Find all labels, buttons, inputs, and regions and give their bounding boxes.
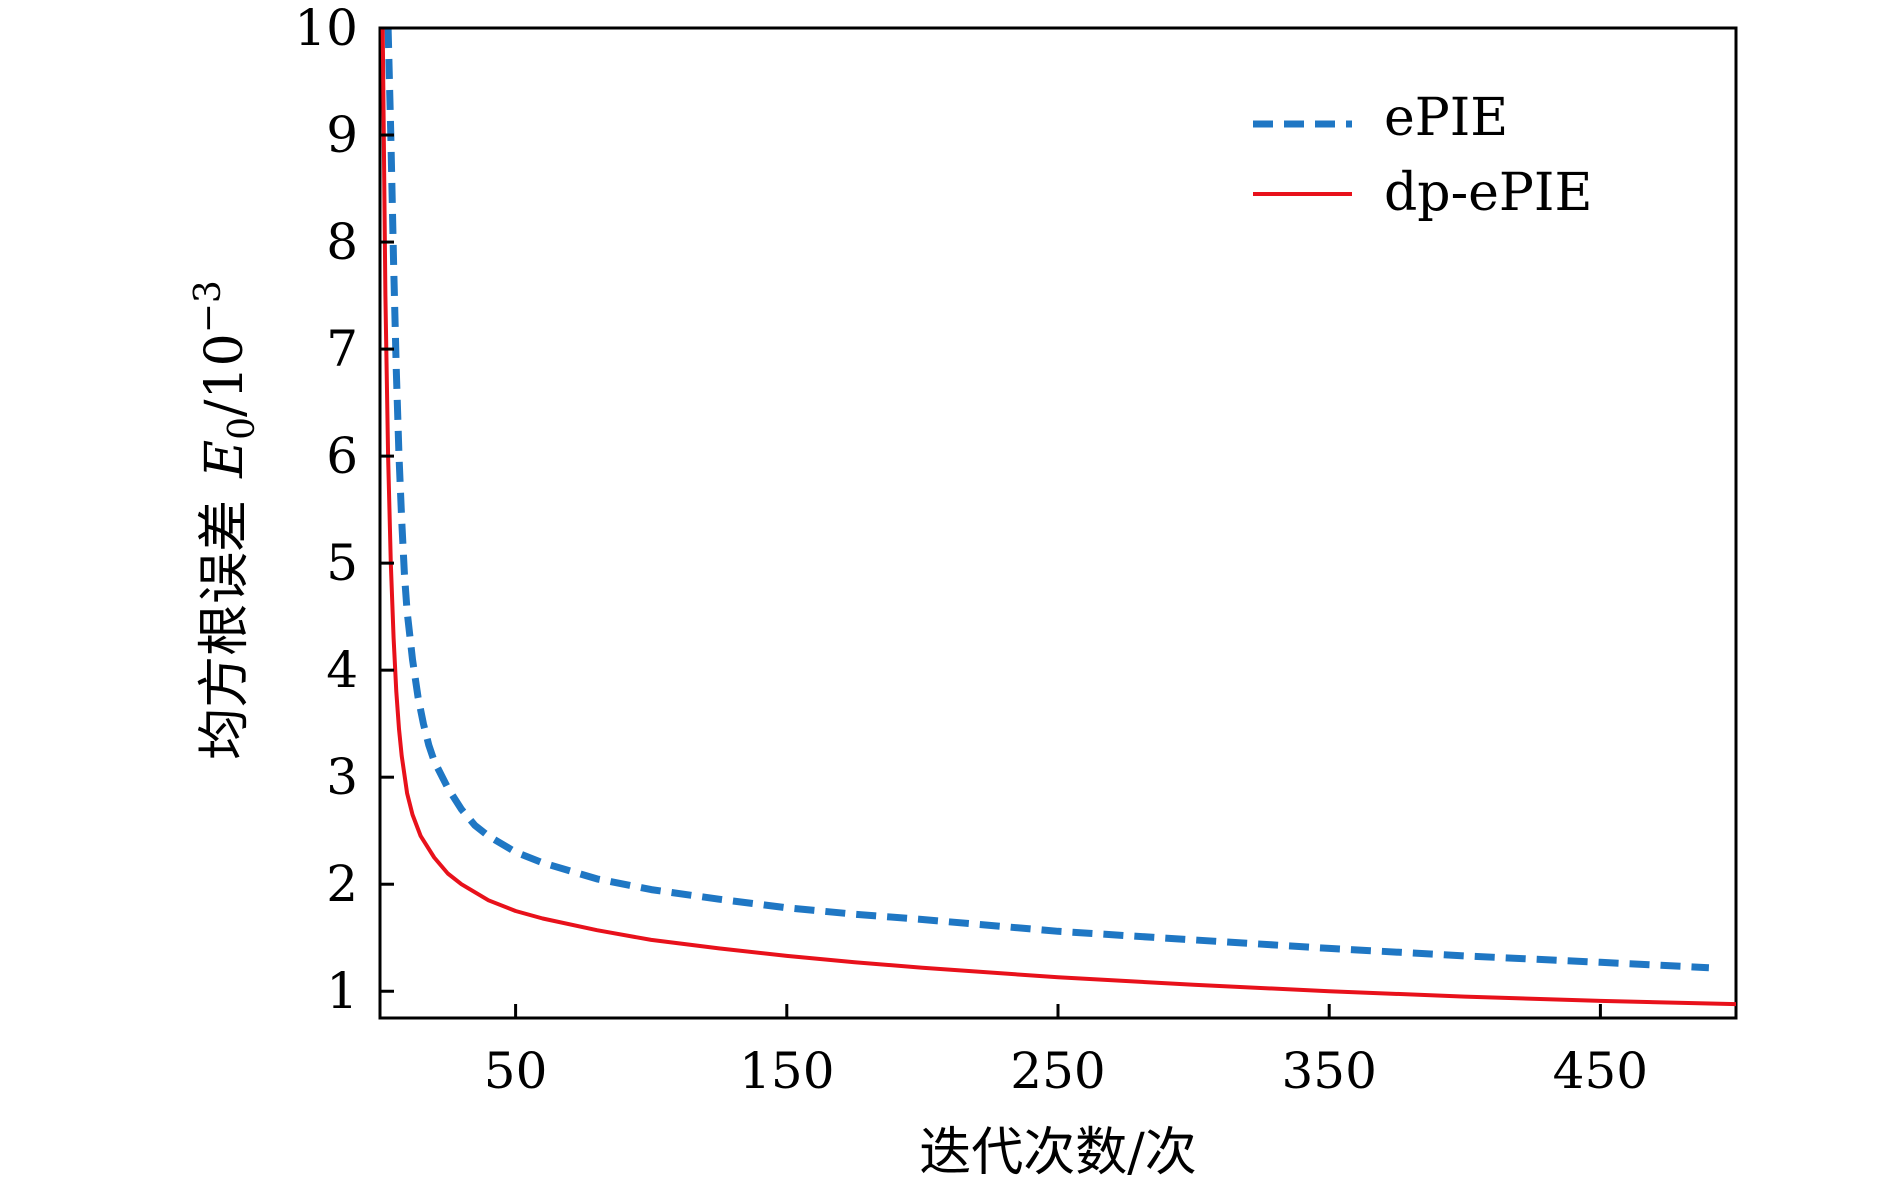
x-tick-label: 350 <box>1281 1042 1376 1100</box>
x-tick-label: 150 <box>739 1042 834 1100</box>
legend-label-dp-epie: dp-ePIE <box>1384 163 1592 223</box>
x-tick-label: 450 <box>1553 1042 1648 1100</box>
y-tick-label: 9 <box>326 106 358 164</box>
y-axis-title-unit: /10 <box>195 333 255 417</box>
y-tick-label: 6 <box>326 427 358 485</box>
y-axis-title: 均方根误差 E0/10−3 <box>188 280 263 760</box>
y-tick-label: 5 <box>326 534 358 592</box>
y-axis-title-var: E <box>195 440 255 479</box>
y-tick-label: 7 <box>326 320 358 378</box>
y-tick-label: 4 <box>326 641 358 699</box>
y-axis-title-exp: −3 <box>188 280 229 333</box>
y-tick-label: 3 <box>326 748 358 806</box>
x-axis-title: 迭代次数/次 <box>919 1123 1197 1181</box>
series-line-dp-epie <box>380 28 1736 1007</box>
x-axis: 50 150 250 350 450 <box>484 1004 1648 1100</box>
legend-label-epie: ePIE <box>1384 88 1508 148</box>
series-layer <box>380 28 1736 1007</box>
series-line-epie <box>384 28 1710 972</box>
y-axis-title-sub: 0 <box>222 417 263 440</box>
y-axis-title-prefix: 均方根误差 <box>195 500 255 760</box>
x-tick-label: 50 <box>484 1042 548 1100</box>
x-tick-label: 250 <box>1010 1042 1105 1100</box>
y-tick-label: 1 <box>326 962 358 1020</box>
y-tick-label: 8 <box>326 213 358 271</box>
legend: ePIE dp-ePIE <box>1253 88 1592 223</box>
y-tick-label: 10 <box>294 0 358 57</box>
y-tick-label: 2 <box>326 855 358 913</box>
y-axis: 1 2 3 4 5 6 7 8 9 10 <box>294 0 394 1020</box>
